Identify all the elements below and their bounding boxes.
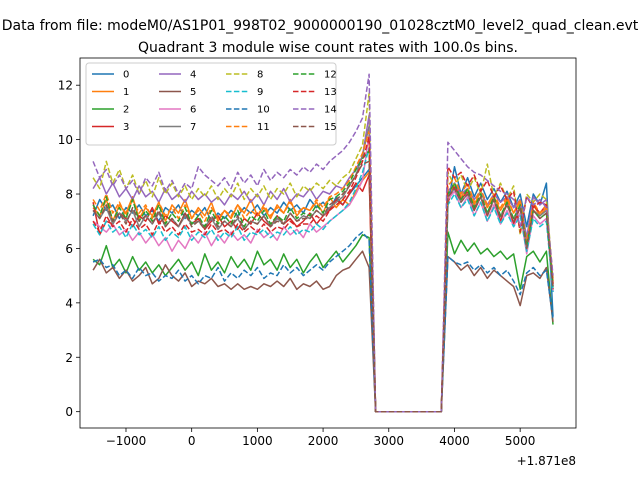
x-tick-label: −1000 bbox=[106, 434, 147, 448]
series-line-11 bbox=[92, 130, 554, 413]
legend-box bbox=[85, 62, 337, 146]
y-tick-label: 4 bbox=[65, 296, 73, 310]
legend-label: 10 bbox=[257, 105, 270, 116]
series-line-2 bbox=[92, 231, 554, 413]
y-tick-label: 8 bbox=[65, 188, 73, 202]
axes-frame bbox=[79, 57, 577, 429]
x-tick-label: 5000 bbox=[505, 434, 536, 448]
legend-label: 8 bbox=[257, 70, 263, 81]
legend-label: 15 bbox=[324, 122, 337, 133]
x-tick-label: 1000 bbox=[242, 434, 273, 448]
legend-label: 4 bbox=[190, 70, 196, 81]
y-tick-label: 6 bbox=[65, 242, 73, 256]
chart-title: Quadrant 3 module wise count rates with … bbox=[138, 40, 518, 56]
series-line-13 bbox=[92, 136, 554, 413]
series-layer bbox=[92, 73, 554, 413]
legend-label: 1 bbox=[123, 87, 129, 98]
legend-label: 14 bbox=[324, 105, 337, 116]
series-line-5 bbox=[92, 250, 554, 413]
legend-label: 3 bbox=[123, 122, 129, 133]
x-axis: −1000 0 1000 2000 3000 4000 5000 bbox=[106, 428, 536, 448]
legend-label: 13 bbox=[324, 87, 337, 98]
x-tick-label: 2000 bbox=[308, 434, 339, 448]
x-tick-label: 4000 bbox=[439, 434, 470, 448]
y-tick-label: 0 bbox=[65, 405, 73, 419]
x-axis-offset-label: +1.871e8 bbox=[517, 454, 576, 468]
y-tick-label: 2 bbox=[65, 351, 73, 365]
legend-label: 6 bbox=[190, 105, 196, 116]
x-tick-label: 3000 bbox=[373, 434, 404, 448]
series-line-14 bbox=[92, 73, 554, 413]
y-tick-label: 12 bbox=[58, 79, 73, 93]
legend-label: 0 bbox=[123, 70, 129, 81]
y-tick-label: 10 bbox=[58, 133, 73, 147]
figure-suptitle: Data from file: modeM0/AS1P01_998T02_900… bbox=[2, 18, 639, 34]
series-line-10 bbox=[92, 231, 554, 413]
series-line-6 bbox=[92, 133, 554, 413]
legend-label: 7 bbox=[190, 122, 196, 133]
legend-label: 5 bbox=[190, 87, 196, 98]
series-line-15 bbox=[92, 160, 554, 413]
y-axis: 0 2 4 6 8 10 12 bbox=[58, 79, 80, 419]
legend-label: 12 bbox=[324, 70, 337, 81]
series-line-12 bbox=[92, 149, 554, 413]
legend-label: 9 bbox=[257, 87, 263, 98]
legend-label: 11 bbox=[257, 122, 270, 133]
series-line-9 bbox=[92, 147, 554, 413]
series-line-8 bbox=[92, 92, 554, 413]
legend-label: 2 bbox=[123, 105, 129, 116]
x-tick-label: 0 bbox=[188, 434, 196, 448]
